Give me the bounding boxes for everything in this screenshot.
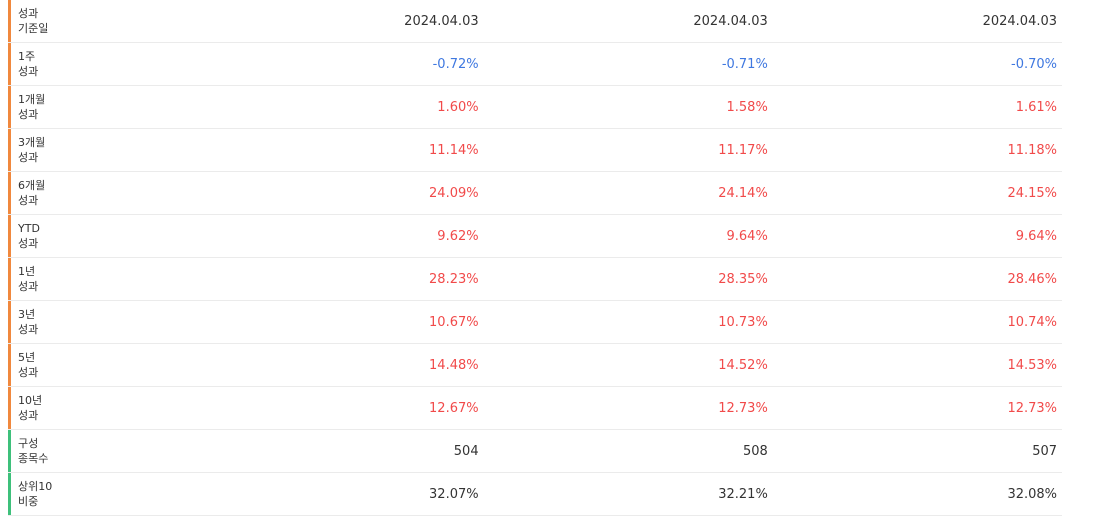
value-cell: 1.60% — [437, 99, 479, 115]
row-label-line1: 6개월 — [18, 179, 46, 192]
row-label-line2: 성과 — [18, 280, 39, 293]
table-row: 상위10 비중 32.07% 32.21% 32.08% — [8, 473, 1062, 516]
row-label-line1: 5년 — [18, 351, 36, 364]
value-cell: 11.18% — [1007, 142, 1058, 158]
value-cell: 1.58% — [726, 99, 768, 115]
row-label-line1: 상위10 — [18, 480, 53, 493]
row-label-line2: 성과 — [18, 194, 39, 207]
row-label-line2: 종목수 — [18, 452, 49, 465]
row-label-line1: 구성 — [18, 437, 39, 450]
row-label-line1: 1개월 — [18, 93, 46, 106]
row-label-line1: YTD — [18, 222, 40, 235]
value-cell: 2024.04.03 — [982, 13, 1058, 29]
value-cell: 28.35% — [718, 271, 768, 287]
value-cell: 507 — [1032, 443, 1058, 459]
value-cell: 12.67% — [429, 400, 479, 416]
row-label-line1: 1주 — [18, 50, 36, 63]
value-cell: -0.70% — [1011, 56, 1058, 72]
performance-table: 성과 기준일 2024.04.03 2024.04.03 2024.04.03 1… — [8, 0, 1062, 516]
row-label-line1: 1년 — [18, 265, 36, 278]
value-cell: 508 — [742, 443, 768, 459]
value-cell: -0.72% — [432, 56, 479, 72]
value-cell: 32.21% — [718, 486, 768, 502]
row-label: YTD 성과 — [8, 215, 194, 257]
value-cell: 11.17% — [718, 142, 768, 158]
row-label-line1: 3개월 — [18, 136, 46, 149]
value-cell: 28.46% — [1007, 271, 1058, 287]
row-label-line2: 성과 — [18, 366, 39, 379]
value-cell: 10.73% — [718, 314, 768, 330]
row-label-line1: 성과 — [18, 7, 39, 20]
value-cell: 9.64% — [1015, 228, 1058, 244]
value-cell: 12.73% — [1007, 400, 1058, 416]
value-cell: 2024.04.03 — [404, 13, 479, 29]
value-cell: 32.08% — [1007, 486, 1058, 502]
row-label-line2: 성과 — [18, 409, 39, 422]
row-label-line2: 성과 — [18, 151, 39, 164]
value-cell: 504 — [453, 443, 479, 459]
value-cell: 24.14% — [718, 185, 768, 201]
value-cell: 24.15% — [1007, 185, 1058, 201]
value-cell: 9.62% — [437, 228, 479, 244]
value-cell: -0.71% — [721, 56, 768, 72]
value-cell: 14.52% — [718, 357, 768, 373]
value-cell: 10.67% — [429, 314, 479, 330]
value-cell: 14.53% — [1007, 357, 1058, 373]
value-cell: 28.23% — [429, 271, 479, 287]
row-label-line2: 성과 — [18, 108, 39, 121]
row-label-line2: 기준일 — [18, 22, 49, 35]
table-row: YTD 성과 9.62% 9.64% 9.64% — [8, 215, 1062, 258]
row-label-line2: 비중 — [18, 495, 39, 508]
row-label-line1: 3년 — [18, 308, 36, 321]
value-cell: 11.14% — [429, 142, 479, 158]
value-cell: 9.64% — [726, 228, 768, 244]
value-cell: 12.73% — [718, 400, 768, 416]
value-cell: 10.74% — [1007, 314, 1058, 330]
row-label-line2: 성과 — [18, 237, 39, 250]
value-cell: 1.61% — [1015, 99, 1058, 115]
value-cell: 32.07% — [429, 486, 479, 502]
value-cell: 14.48% — [429, 357, 479, 373]
row-label-line2: 성과 — [18, 323, 39, 336]
row-label: 상위10 비중 — [8, 473, 194, 515]
row-label-line2: 성과 — [18, 65, 39, 78]
row-label-line1: 10년 — [18, 394, 43, 407]
value-cell: 24.09% — [429, 185, 479, 201]
value-cell: 2024.04.03 — [693, 13, 768, 29]
